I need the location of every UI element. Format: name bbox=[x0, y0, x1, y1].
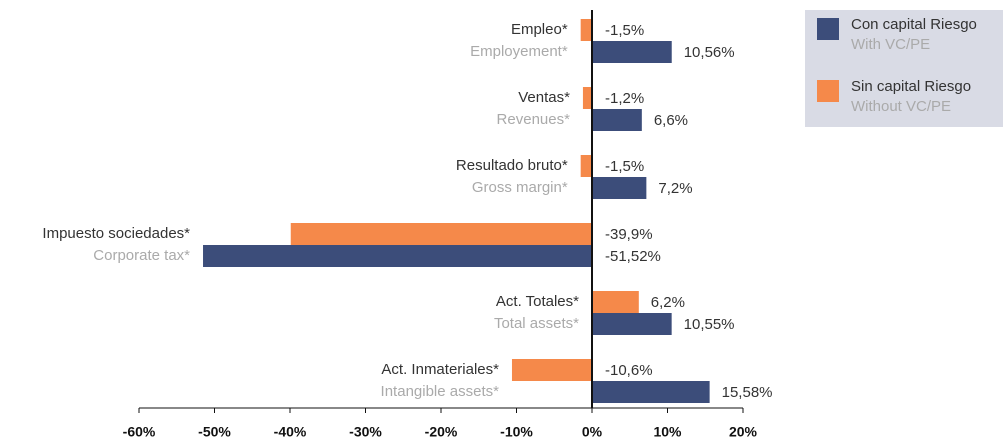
bar bbox=[511, 359, 592, 381]
category-label: Resultado bruto* bbox=[456, 157, 568, 174]
value-label: -39,9% bbox=[605, 226, 653, 243]
bar bbox=[582, 87, 592, 109]
value-label: -1,5% bbox=[605, 158, 644, 175]
value-label: -51,52% bbox=[605, 248, 661, 265]
bar bbox=[592, 291, 639, 313]
value-label: -10,6% bbox=[605, 362, 653, 379]
value-label: -1,5% bbox=[605, 22, 644, 39]
category-label-en: Total assets* bbox=[494, 315, 579, 332]
category-label-en: Revenues* bbox=[497, 111, 571, 128]
x-tick-label: -50% bbox=[198, 424, 231, 440]
value-label: 10,55% bbox=[684, 316, 735, 333]
category-label: Ventas* bbox=[518, 89, 570, 106]
legend-label: Sin capital Riesgo bbox=[851, 78, 971, 95]
bar bbox=[203, 245, 593, 267]
category-label-en: Intangible assets* bbox=[381, 383, 500, 400]
category-label-en: Corporate tax* bbox=[93, 247, 190, 264]
bar bbox=[592, 109, 642, 131]
x-tick-label: -30% bbox=[349, 424, 382, 440]
legend-swatch bbox=[817, 18, 839, 40]
bar bbox=[580, 19, 592, 41]
value-label: 6,6% bbox=[654, 112, 688, 129]
category-label: Act. Totales* bbox=[496, 293, 579, 310]
value-label: 6,2% bbox=[651, 294, 685, 311]
category-label: Empleo* bbox=[511, 21, 568, 38]
bar bbox=[592, 177, 647, 199]
category-label: Impuesto sociedades* bbox=[42, 225, 190, 242]
x-tick-label: 0% bbox=[582, 424, 603, 440]
x-tick-label: 10% bbox=[653, 424, 682, 440]
category-label-en: Employement* bbox=[470, 43, 568, 60]
x-tick-label: -60% bbox=[123, 424, 156, 440]
legend-label: Con capital Riesgo bbox=[851, 16, 977, 33]
x-tick-label: -40% bbox=[274, 424, 307, 440]
value-label: 15,58% bbox=[722, 384, 773, 401]
x-tick-label: -10% bbox=[500, 424, 533, 440]
legend-label-en: Without VC/PE bbox=[851, 98, 951, 115]
legend-swatch bbox=[817, 80, 839, 102]
category-label-en: Gross margin* bbox=[472, 179, 568, 196]
value-label: 7,2% bbox=[658, 180, 692, 197]
category-label: Act. Inmateriales* bbox=[381, 361, 499, 378]
bar bbox=[592, 381, 710, 403]
x-tick-label: -20% bbox=[425, 424, 458, 440]
legend-label-en: With VC/PE bbox=[851, 36, 930, 53]
bar bbox=[580, 155, 592, 177]
value-label: -1,2% bbox=[605, 90, 644, 107]
bar bbox=[592, 41, 672, 63]
x-tick-label: 20% bbox=[729, 424, 758, 440]
value-label: 10,56% bbox=[684, 44, 735, 61]
bar bbox=[290, 223, 592, 245]
bar bbox=[592, 313, 672, 335]
